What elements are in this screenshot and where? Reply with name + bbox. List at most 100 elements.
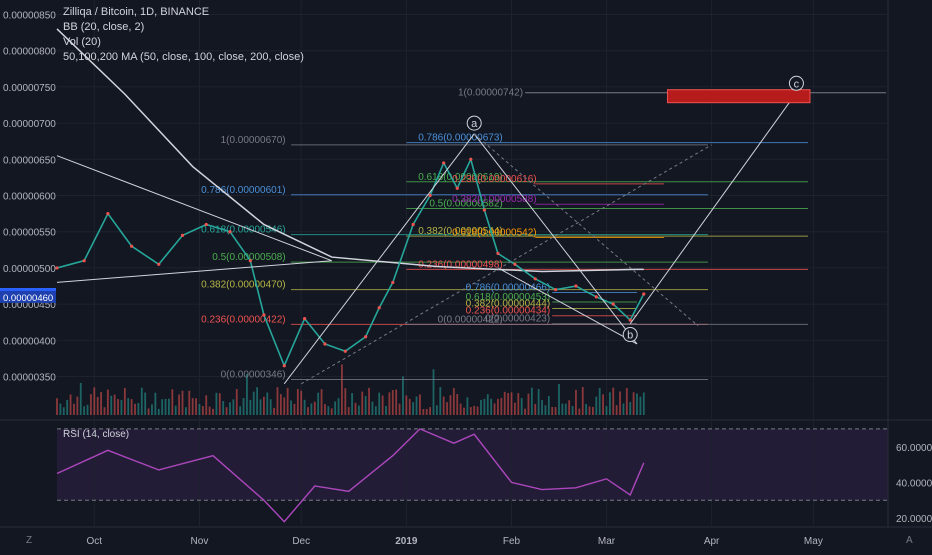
volume-bar bbox=[371, 401, 374, 415]
rsi-tick-label: 60.0000 bbox=[896, 443, 932, 454]
price-tick-label: 0.00000500 bbox=[3, 264, 56, 275]
volume-bar bbox=[442, 396, 445, 415]
indicator-vol[interactable]: Vol (20) bbox=[63, 36, 101, 48]
volume-bar bbox=[73, 403, 75, 415]
volume-bar bbox=[388, 392, 391, 415]
volume-bar bbox=[537, 389, 540, 415]
volume-bar bbox=[242, 398, 245, 415]
price-point bbox=[642, 292, 646, 296]
rsi-curve bbox=[56, 428, 645, 523]
time-tick-label: May bbox=[804, 536, 823, 547]
fib-level-label: 0.618(0.00000619) bbox=[418, 172, 503, 183]
volume-bar bbox=[520, 398, 523, 415]
volume-bar bbox=[578, 408, 581, 415]
volume-bar bbox=[69, 394, 72, 415]
volume-bar bbox=[337, 398, 340, 415]
volume-bar bbox=[422, 408, 425, 415]
price-point bbox=[364, 335, 368, 339]
volume-bar bbox=[568, 400, 571, 415]
volume-bar bbox=[490, 398, 493, 415]
price-point bbox=[469, 157, 473, 161]
price-tick-label: 0.00000750 bbox=[3, 83, 56, 94]
volume-bar bbox=[229, 402, 231, 415]
time-tick-label: Apr bbox=[704, 536, 720, 547]
volume-bar bbox=[161, 399, 164, 415]
support-line bbox=[56, 260, 332, 283]
volume-bar bbox=[497, 398, 499, 415]
price-tick-label: 0.00000600 bbox=[3, 192, 56, 203]
price-point bbox=[428, 193, 432, 198]
volume-bar bbox=[174, 405, 177, 415]
volume-bar bbox=[232, 399, 235, 415]
price-tick-label: 0.00000350 bbox=[3, 373, 56, 384]
projection-line bbox=[629, 92, 797, 324]
volume-bar bbox=[564, 403, 567, 415]
volume-bar bbox=[168, 398, 170, 415]
volume-bar bbox=[486, 394, 489, 415]
volume-bar bbox=[208, 406, 211, 415]
volume-bar bbox=[354, 402, 357, 415]
close-price-line bbox=[56, 156, 645, 368]
volume-bar bbox=[473, 405, 476, 415]
volume-bar bbox=[463, 407, 465, 415]
volume-bar bbox=[381, 395, 384, 415]
volume-bar bbox=[218, 393, 221, 415]
time-tick-label: 2019 bbox=[395, 536, 418, 547]
price-point bbox=[343, 349, 347, 353]
fib-level-label: 0.5(0.00000582) bbox=[429, 199, 502, 210]
volume-bar bbox=[269, 399, 272, 415]
symbol-title[interactable]: Zilliqa / Bitcoin, 1D, BINANCE bbox=[63, 6, 210, 18]
volume-bar bbox=[283, 397, 286, 415]
price-point bbox=[455, 186, 459, 190]
volume-bar bbox=[266, 392, 269, 415]
volume-bar bbox=[622, 403, 625, 415]
wave-label-text: b bbox=[627, 330, 633, 342]
time-tick-label: Dec bbox=[292, 536, 310, 547]
volume-bar bbox=[76, 396, 79, 415]
wedge-lower-line bbox=[497, 267, 638, 345]
indicator-bb[interactable]: BB (20, close, 2) bbox=[63, 21, 145, 33]
time-tick-label: Mar bbox=[598, 536, 616, 547]
wave-a-line bbox=[283, 133, 475, 385]
volume-bar bbox=[625, 388, 628, 415]
volume-bar bbox=[344, 388, 347, 415]
fib-level-label: 0.236(0.00000422) bbox=[201, 314, 286, 325]
auto-scale-button[interactable]: A bbox=[906, 535, 913, 546]
price-point bbox=[611, 302, 615, 306]
volume-bar bbox=[96, 396, 99, 415]
volume-bar bbox=[293, 403, 296, 415]
volume-bar bbox=[276, 387, 279, 415]
price-tag-label: 0.00000460 bbox=[3, 293, 53, 304]
wedge-dashed-line bbox=[473, 133, 699, 327]
volume-bar bbox=[402, 376, 404, 415]
fib-level-label: 0.236(0.00000498) bbox=[418, 259, 503, 270]
volume-bar bbox=[483, 398, 486, 415]
fib-level-label: 0.618(0.00000542) bbox=[452, 228, 537, 239]
volume-bar bbox=[103, 407, 106, 415]
rsi-axis-labels: 60.0000 40.0000 20.0000 bbox=[896, 443, 932, 525]
price-tick-label: 0.00000450 bbox=[3, 300, 56, 311]
volume-bar bbox=[592, 406, 594, 415]
price-axis-labels[interactable]: 0.00000850 0.00000800 0.00000750 0.00000700… bbox=[3, 10, 56, 383]
volume-bar bbox=[571, 406, 574, 415]
wave-label-text: c bbox=[794, 78, 800, 90]
price-point bbox=[496, 251, 500, 256]
fib-level-label: 0(0.00000423) bbox=[485, 314, 550, 325]
rsi-line bbox=[56, 428, 888, 523]
time-axis-labels[interactable]: Oct Nov Dec 2019 Feb Mar Apr May bbox=[87, 536, 823, 547]
volume-bar bbox=[612, 387, 615, 415]
target-box[interactable] bbox=[667, 89, 811, 104]
volume-bar bbox=[500, 398, 503, 415]
volume-bar bbox=[296, 389, 299, 415]
price-point bbox=[442, 161, 446, 165]
volume-bar bbox=[327, 406, 330, 415]
fib-level-label: 0.618(0.00000546) bbox=[201, 225, 286, 236]
indicator-ma[interactable]: 50,100,200 MA (50, close, 100, close, 20… bbox=[63, 51, 304, 63]
timezone-button[interactable]: Z bbox=[26, 535, 33, 546]
volume-bar bbox=[412, 402, 415, 415]
volume-bar bbox=[517, 393, 520, 415]
price-point bbox=[204, 222, 208, 227]
volume-bar bbox=[507, 392, 510, 415]
